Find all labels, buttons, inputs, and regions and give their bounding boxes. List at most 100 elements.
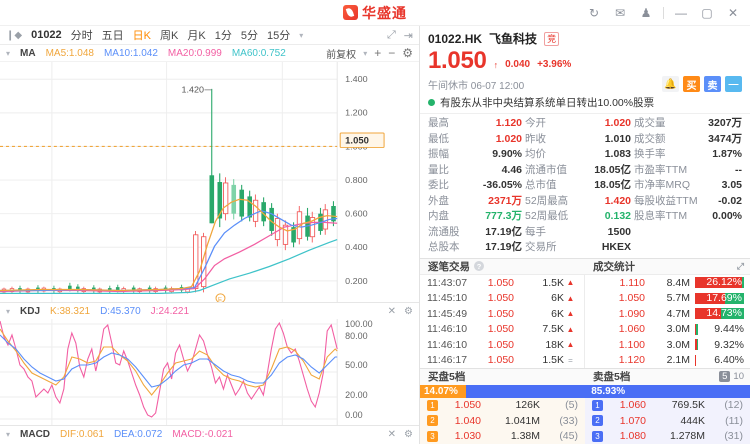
tick-trades-label: 逐笔交易 [428,260,470,273]
table-row[interactable]: 1.100 3.0M 9.32% [585,337,750,353]
tick-price: 1.050 [487,323,514,336]
minimize-icon[interactable]: — [675,5,687,20]
tab-monthly-k[interactable]: 月K [187,30,206,42]
high-annotation-label: 1.420 [182,85,205,95]
svg-text:1.400: 1.400 [345,74,368,84]
table-row[interactable]: 11:46:17 1.050 1.5K = [420,352,584,368]
maximize-icon[interactable]: ▢ [701,5,713,20]
alert-bell-button[interactable]: 🔔 [662,76,679,92]
news-banner[interactable]: 有股东从非中央结算系统单日转出10.00%股票 [420,92,750,114]
depth-toggle[interactable]: 5 10 [719,371,750,383]
stat-amount: 5.7M [666,292,690,305]
svg-text:0.800: 0.800 [345,175,368,185]
svg-text:E: E [218,297,222,302]
table-row[interactable]: 11:45:49 1.050 6K ▲ [420,306,584,322]
stat-label: 股息率TTM [634,210,688,222]
tab-5min[interactable]: 5分 [240,30,258,42]
macd-collapse-icon[interactable]: ▾ [6,429,11,439]
stat-label: 流通市值 [525,163,567,176]
expand-chart-icon[interactable]: ⤢ [386,28,396,41]
macd-gear-icon[interactable]: ⚙ [404,428,413,440]
table-row[interactable]: 11:45:10 1.050 6K ▲ [420,290,584,306]
help-icon[interactable]: ? [474,261,484,272]
expand-icon[interactable]: ⤢ [736,260,744,271]
tab-timeline[interactable]: 分时 [70,30,93,42]
table-row[interactable]: 11:46:10 1.050 7.5K ▲ [420,321,584,337]
more-button[interactable]: — [725,76,742,92]
layout-icon[interactable]: ❙◆ [6,29,23,41]
title-bar: 华盛通 ↻ ✉ ♟ — ▢ ✕ [0,0,750,26]
stat-percent: 17.69% [706,291,742,304]
list-item[interactable]: 1 1.060 769.5K (12) [585,397,750,413]
stat-label: 换手率 [634,148,666,160]
table-row[interactable]: 1.110 8.4M 26.12% [585,275,750,291]
tab-trade-statistics[interactable]: 成交统计 ⤢ [585,259,750,274]
stat-value: 17.19亿 [485,225,522,238]
chevron-down-icon[interactable]: ▾ [299,30,304,40]
depth-10-option[interactable]: 10 [733,371,744,383]
stat-value: 1.87% [712,148,742,160]
chart-toolbar: ❙◆ 01022 分时 五日 日K 周K 月K 1分 5分 15分 ▾ ⤢ ⇥ [0,26,419,45]
candlestick-chart[interactable]: 1.420 1.400 1.200 1.000 0.800 0.600 0.40… [0,62,419,302]
buy-order-count: (33) [559,414,578,427]
list-item[interactable]: 3 1.030 1.38M (45) [420,428,585,444]
table-row[interactable]: 1.120 2.1M 6.40% [585,352,750,368]
tick-volume: 6K [551,292,564,305]
refresh-icon[interactable]: ↻ [588,5,600,20]
sell-price: 1.080 [619,430,646,443]
gear-icon[interactable]: ⚙ [402,46,413,60]
table-row[interactable]: 11:46:10 1.050 18K ▲ [420,337,584,353]
macd-indicator-header: ▾ MACD DIF:0.061 DEA:0.072 MACD:-0.021 ✕… [0,425,419,442]
table-row[interactable]: 1.060 3.0M 9.44% [585,321,750,337]
pin-chart-icon[interactable]: ⇥ [403,29,413,42]
list-item[interactable]: 3 1.080 1.278M (31) [585,428,750,444]
sell-book-title: 卖盘5档 [593,371,631,384]
tab-1min[interactable]: 1分 [214,30,232,42]
chevron-down-icon[interactable]: ▾ [363,48,368,58]
stat-label: 昨收 [525,132,546,145]
tick-trade-list[interactable]: 11:43:07 1.050 1.5K ▲ 11:45:10 1.050 6K … [420,274,585,368]
sell-level: 2 [592,415,603,427]
kdj-chart[interactable]: 100.00 80.00 50.00 20.00 0.00 [0,319,419,425]
tab-15min[interactable]: 15分 [266,30,291,42]
buy-button[interactable]: 买 [683,76,700,92]
stat-label: 市净率MRQ [634,179,690,191]
list-item[interactable]: 2 1.070 444K (11) [585,413,750,429]
ma-collapse-icon[interactable]: ▾ [6,48,11,58]
table-row[interactable]: 11:43:07 1.050 1.5K ▲ [420,275,584,291]
macd-value: MACD:-0.021 [172,428,233,440]
buy-ratio: 14.07% [420,385,467,398]
tab-tick-trades[interactable]: 逐笔交易 ? [420,259,585,274]
orderbook-header: 买盘5档 卖盘5档 5 10 [420,367,750,386]
tab-five-day[interactable]: 五日 [101,30,124,42]
list-item[interactable]: 1 1.050 126K (5) [420,397,585,413]
close-icon[interactable]: ✕ [727,5,739,20]
stat-value: 1.083 [604,148,631,160]
table-row[interactable]: 1.090 4.7M 14.73% [585,306,750,322]
tab-daily-k[interactable]: 日K [132,30,152,42]
trade-statistics-list[interactable]: 1.110 8.4M 26.12% 1.050 5.7M 17.69% [585,275,750,368]
trophy-icon[interactable]: ♟ [640,5,652,20]
zoom-in-button[interactable]: + [374,46,382,60]
mail-icon[interactable]: ✉ [614,5,626,20]
stat-label: 52周最低 [525,210,569,222]
macd-close-icon[interactable]: ✕ [387,428,397,440]
list-item[interactable]: 2 1.040 1.041M (33) [420,413,585,429]
kdj-gear-icon[interactable]: ⚙ [404,305,413,317]
table-row[interactable]: 1.050 5.7M 17.69% [585,290,750,306]
kdj-close-icon[interactable]: ✕ [387,305,397,317]
sell-button[interactable]: 卖 [704,76,721,92]
stat-label: 最低 [428,132,449,145]
tick-section-header: 逐笔交易 ? 成交统计 ⤢ [420,257,750,275]
tick-direction-up-icon: ▲ [566,309,575,319]
kdj-collapse-icon[interactable]: ▾ [6,306,11,316]
zoom-out-button[interactable]: − [388,46,396,60]
macd-chart[interactable] [0,442,419,444]
stat-label: 外盘 [428,194,449,207]
quote-header: 01022.HK 飞鱼科技 竞 1.050 ↑ 0.040 +3.96% 午间休… [420,26,750,92]
ma60-value: MA60:0.752 [231,47,286,59]
depth-5-option[interactable]: 5 [719,371,731,383]
tab-weekly-k[interactable]: 周K [160,30,179,42]
stat-value: 3.05 [721,179,742,191]
adjust-mode-label[interactable]: 前复权 [326,49,357,61]
